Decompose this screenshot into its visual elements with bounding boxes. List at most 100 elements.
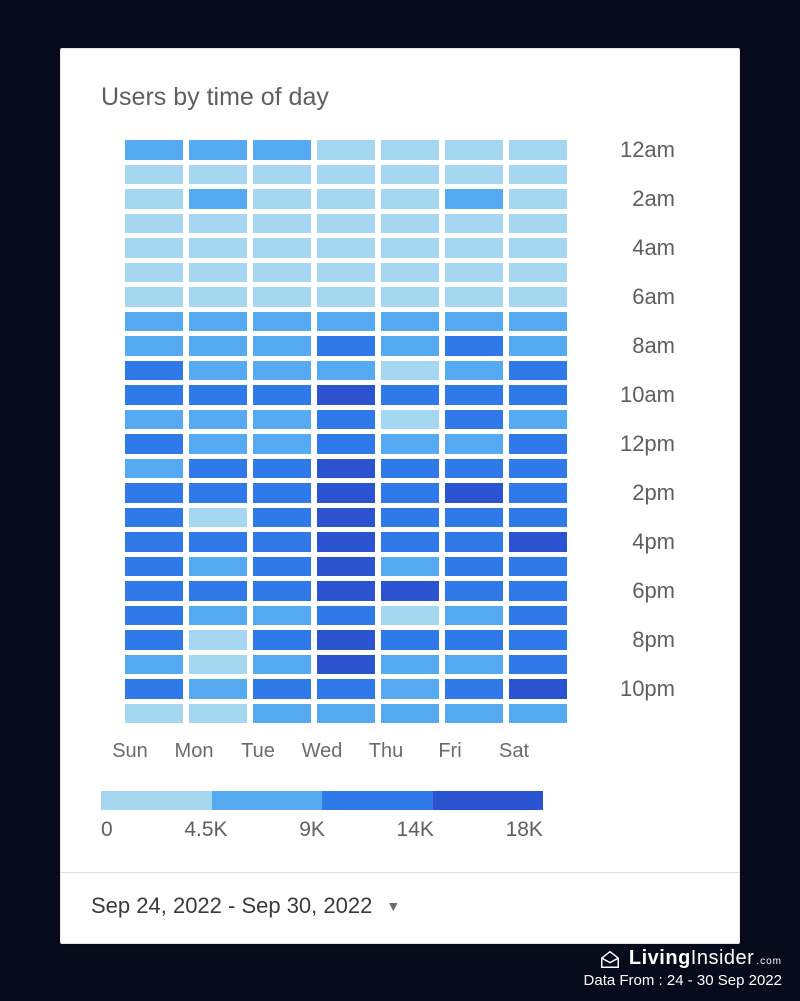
heatmap-cell (509, 532, 567, 552)
heatmap-cell (509, 287, 567, 307)
heatmap-cell (509, 630, 567, 650)
x-axis-label: Wed (293, 740, 351, 763)
heatmap-cell (509, 483, 567, 503)
heatmap-cell (189, 483, 247, 503)
heatmap-cell (253, 140, 311, 160)
heatmap-cell (189, 581, 247, 601)
heatmap-cell (317, 434, 375, 454)
heatmap-cell (189, 263, 247, 283)
heatmap-cell (253, 581, 311, 601)
heatmap-cell (189, 434, 247, 454)
heatmap-column (445, 140, 503, 728)
y-axis-label: 2pm (585, 483, 675, 532)
heatmap-cell (317, 336, 375, 356)
date-range-label: Sep 24, 2022 - Sep 30, 2022 (91, 893, 372, 919)
heatmap-cell (381, 508, 439, 528)
heatmap-cell (445, 508, 503, 528)
heatmap-cell (253, 287, 311, 307)
heatmap-column (253, 140, 311, 728)
heatmap-cell (381, 287, 439, 307)
heatmap-cell (381, 606, 439, 626)
x-axis-label: Sat (485, 740, 543, 763)
analytics-card: Users by time of day 12am2am4am6am8am10a… (60, 48, 740, 944)
data-source-label: Data From : 24 - 30 Sep 2022 (584, 972, 782, 989)
heatmap-cell (381, 189, 439, 209)
heatmap-cell (445, 214, 503, 234)
heatmap-cell (381, 238, 439, 258)
brand-text-light: Insider (691, 947, 755, 969)
heatmap-cell (125, 140, 183, 160)
heatmap-cell (125, 434, 183, 454)
heatmap-cell (125, 165, 183, 185)
legend-segment (212, 791, 323, 810)
legend-segment (433, 791, 544, 810)
heatmap-cell (189, 630, 247, 650)
heatmap-cell (189, 508, 247, 528)
heatmap-cell (509, 410, 567, 430)
heatmap-column (125, 140, 183, 728)
heatmap-cell (125, 238, 183, 258)
heatmap-cell (509, 434, 567, 454)
heatmap-cell (445, 263, 503, 283)
heatmap-cell (445, 606, 503, 626)
heatmap-cell (509, 336, 567, 356)
heatmap-cell (445, 459, 503, 479)
heatmap-cell (189, 361, 247, 381)
heatmap-cell (381, 214, 439, 234)
brand-suffix: .com (756, 956, 782, 967)
date-range-picker[interactable]: Sep 24, 2022 - Sep 30, 2022 ▼ (61, 872, 739, 943)
heatmap-cell (317, 581, 375, 601)
heatmap-cell (253, 434, 311, 454)
heatmap-cell (381, 459, 439, 479)
x-axis-label: Mon (165, 740, 223, 763)
y-axis-label: 2am (585, 189, 675, 238)
heatmap-cell (381, 410, 439, 430)
heatmap-cell (253, 630, 311, 650)
heatmap-cell (317, 630, 375, 650)
heatmap-cell (317, 459, 375, 479)
heatmap-cell (253, 508, 311, 528)
heatmap-cell (317, 214, 375, 234)
legend-tick: 9K (299, 818, 325, 842)
heatmap-cell (317, 508, 375, 528)
heatmap-cell (509, 385, 567, 405)
heatmap-cell (317, 238, 375, 258)
heatmap-cell (125, 508, 183, 528)
legend-segment (322, 791, 433, 810)
heatmap-cell (381, 361, 439, 381)
heatmap-cell (445, 704, 503, 724)
legend-tick: 4.5K (184, 818, 227, 842)
heatmap-cell (509, 263, 567, 283)
heatmap-cell (317, 385, 375, 405)
heatmap-column (189, 140, 247, 728)
heatmap-cell (381, 140, 439, 160)
heatmap-cell (509, 557, 567, 577)
heatmap-cell (189, 606, 247, 626)
heatmap-cell (381, 630, 439, 650)
heatmap-cell (253, 679, 311, 699)
heatmap-cell (189, 336, 247, 356)
heatmap-cell (509, 606, 567, 626)
heatmap-cell (509, 679, 567, 699)
heatmap-cell (189, 214, 247, 234)
heatmap-cell (189, 704, 247, 724)
heatmap-cell (253, 238, 311, 258)
heatmap-cell (445, 630, 503, 650)
heatmap-cell (253, 532, 311, 552)
y-axis-label: 12am (585, 140, 675, 189)
heatmap-cell (317, 655, 375, 675)
heatmap-cell (445, 336, 503, 356)
heatmap-cell (445, 557, 503, 577)
heatmap-cell (317, 410, 375, 430)
heatmap-cell (381, 263, 439, 283)
page-root: Users by time of day 12am2am4am6am8am10a… (0, 0, 800, 1001)
heatmap-cell (125, 336, 183, 356)
heatmap-cell (509, 189, 567, 209)
legend-ticks: 04.5K9K14K18K (101, 818, 543, 872)
heatmap-grid: 12am2am4am6am8am10am12pm2pm4pm6pm8pm10pm (125, 140, 675, 728)
y-axis-label: 10pm (585, 679, 675, 728)
legend-bar (101, 791, 543, 810)
x-axis-label: Fri (421, 740, 479, 763)
heatmap-cell (317, 312, 375, 332)
heatmap-cell (317, 361, 375, 381)
